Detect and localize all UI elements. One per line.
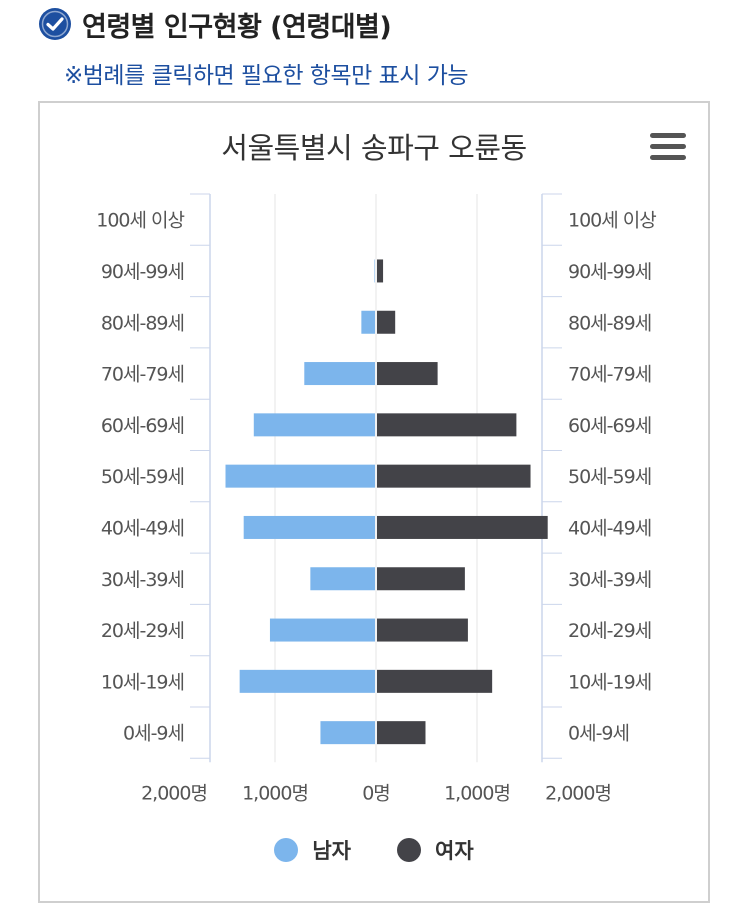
menu-icon-line bbox=[650, 144, 686, 149]
menu-icon-line bbox=[650, 155, 686, 160]
category-label-right: 70세-79세 bbox=[568, 364, 651, 386]
bar-female bbox=[377, 618, 468, 642]
menu-icon-line bbox=[650, 133, 686, 138]
bar-male bbox=[253, 413, 375, 437]
x-tick-label: 2,000명 bbox=[141, 782, 207, 804]
category-label-left: 0세-9세 bbox=[123, 723, 184, 745]
bar-female bbox=[377, 413, 517, 437]
bar-female bbox=[377, 567, 465, 591]
page-title: 연령별 인구현황 (연령대별) bbox=[82, 11, 392, 43]
chart-menu-button[interactable] bbox=[650, 133, 686, 163]
category-label-right: 30세-39세 bbox=[568, 569, 651, 591]
category-label-right: 0세-9세 bbox=[568, 723, 629, 745]
x-tick-label: 0명 bbox=[362, 782, 390, 804]
chart-legend: 남자 여자 bbox=[40, 835, 708, 865]
x-tick-label: 2,000명 bbox=[545, 782, 611, 804]
section-header: 연령별 인구현황 (연령대별) bbox=[38, 4, 392, 44]
bar-female bbox=[377, 464, 531, 488]
legend-label-male: 남자 bbox=[312, 839, 351, 863]
x-tick-label: 1,000명 bbox=[242, 782, 308, 804]
category-label-left: 20세-29세 bbox=[101, 620, 184, 642]
category-label-right: 100세 이상 bbox=[568, 210, 656, 232]
population-pyramid-plot: 100세 이상 100세 이상 90세-99세 90세-99세 80세-89세 80세-8… bbox=[96, 193, 657, 804]
category-label-right: 20세-29세 bbox=[568, 620, 651, 642]
category-label-right: 90세-99세 bbox=[568, 261, 651, 283]
category-label-right: 80세-89세 bbox=[568, 312, 651, 334]
category-label-right: 40세-49세 bbox=[568, 517, 651, 539]
category-label-left: 80세-89세 bbox=[101, 312, 184, 334]
bar-female bbox=[377, 310, 396, 334]
category-label-right: 10세-19세 bbox=[568, 671, 651, 693]
bar-male bbox=[239, 669, 375, 693]
legend-item-female[interactable]: 여자 bbox=[397, 835, 474, 865]
category-label-left: 70세-79세 bbox=[101, 364, 184, 386]
bar-female bbox=[377, 669, 493, 693]
legend-hint-note: ※범례를 클릭하면 필요한 항목만 표시 가능 bbox=[64, 63, 469, 89]
chart-container: 서울특별시 송파구 오륜동 100세 이상 100세 이상 90세-99세 90세-9… bbox=[38, 101, 710, 903]
bar-male bbox=[320, 721, 375, 745]
bar-male bbox=[225, 464, 375, 488]
category-label-right: 60세-69세 bbox=[568, 415, 651, 437]
category-label-left: 40세-49세 bbox=[101, 517, 184, 539]
category-label-left: 10세-19세 bbox=[101, 671, 184, 693]
legend-label-female: 여자 bbox=[435, 839, 474, 863]
legend-item-male[interactable]: 남자 bbox=[274, 835, 351, 865]
category-label-left: 90세-99세 bbox=[101, 261, 184, 283]
bar-female bbox=[377, 721, 426, 745]
bar-male bbox=[361, 310, 375, 334]
category-label-left: 60세-69세 bbox=[101, 415, 184, 437]
bar-female bbox=[377, 362, 438, 386]
x-tick-label: 1,000명 bbox=[444, 782, 510, 804]
check-circle-icon bbox=[39, 8, 71, 40]
bar-female bbox=[377, 259, 384, 283]
bar-male bbox=[243, 515, 375, 539]
category-label-left: 50세-59세 bbox=[101, 466, 184, 488]
bar-male bbox=[374, 259, 375, 283]
category-label-left: 100세 이상 bbox=[96, 210, 184, 232]
bar-female bbox=[377, 515, 548, 539]
category-label-right: 50세-59세 bbox=[568, 466, 651, 488]
bar-male bbox=[269, 618, 375, 642]
bar-male bbox=[310, 567, 375, 591]
legend-dot-male bbox=[274, 838, 299, 862]
category-label-left: 30세-39세 bbox=[101, 569, 184, 591]
chart-title: 서울특별시 송파구 오륜동 bbox=[221, 131, 527, 165]
bar-male bbox=[304, 362, 375, 386]
legend-dot-female bbox=[397, 838, 421, 862]
